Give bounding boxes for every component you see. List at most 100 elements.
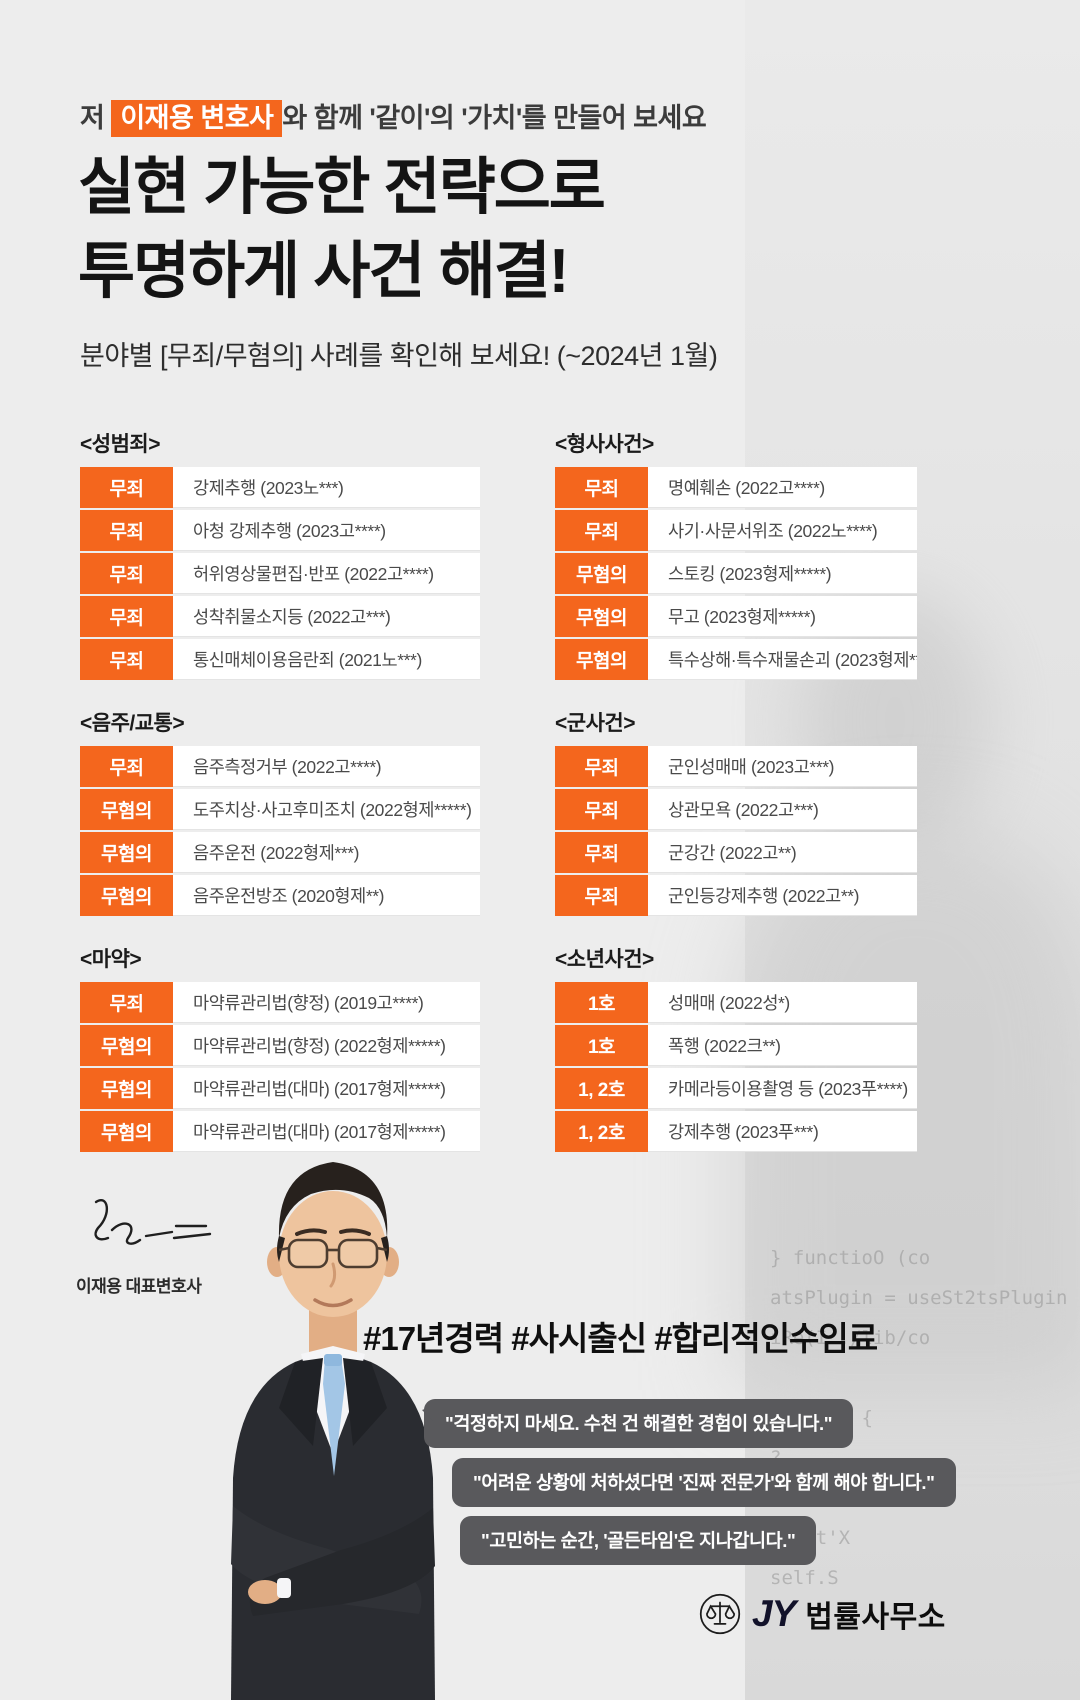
case-description: 무고 (2023형제*****): [648, 596, 917, 637]
tables-column-left: <성범죄> 무죄 강제추행 (2023노***) 무죄 아청 강제추행 (2023고**…: [80, 428, 480, 1179]
case-section: <성범죄> 무죄 강제추행 (2023노***) 무죄 아청 강제추행 (2023고**…: [80, 428, 480, 680]
case-description: 군강간 (2022고**): [648, 832, 917, 873]
case-row: 1호 성매매 (2022성*): [555, 982, 917, 1023]
verdict-badge: 무죄: [555, 746, 648, 787]
verdict-badge: 무죄: [555, 789, 648, 830]
background-silhouette-body: [730, 830, 1080, 1390]
case-row: 무혐의 스토킹 (2023형제*****): [555, 553, 917, 594]
verdict-badge: 무혐의: [80, 1111, 173, 1152]
case-description: 아청 강제추행 (2023고****): [173, 510, 480, 551]
section-title: <음주/교통>: [80, 712, 185, 735]
case-description: 특수상해·특수재물손괴 (2023형제*****): [648, 639, 917, 680]
lawyer-photo: [231, 1162, 435, 1700]
case-row: 무죄 강제추행 (2023노***): [80, 467, 480, 508]
case-section: <소년사건> 1호 성매매 (2022성*) 1호 폭행 (2022크**) 1, 2호 카…: [555, 943, 917, 1152]
case-section: <마약> 무죄 마약류관리법(향정) (2019고****) 무혐의 마약류관리법(향정…: [80, 943, 480, 1152]
verdict-badge: 무죄: [80, 982, 173, 1023]
case-description: 마약류관리법(대마) (2017형제*****): [173, 1111, 480, 1152]
page-title-line1: 실현 가능한 전략으로: [78, 153, 606, 222]
case-description: 강제추행 (2023노***): [173, 467, 480, 508]
case-row: 무죄 성착취물소지등 (2022고***): [80, 596, 480, 637]
verdict-badge: 1, 2호: [555, 1068, 648, 1109]
case-description: 카메라등이용촬영 등 (2023푸****): [648, 1068, 917, 1109]
case-row: 무혐의 음주운전 (2022형제***): [80, 832, 480, 873]
case-row: 무죄 상관모욕 (2022고***): [555, 789, 917, 830]
verdict-badge: 무죄: [555, 832, 648, 873]
verdict-badge: 1호: [555, 1025, 648, 1066]
verdict-badge: 무죄: [80, 467, 173, 508]
case-description: 강제추행 (2023푸***): [648, 1111, 917, 1152]
verdict-badge: 무혐의: [555, 553, 648, 594]
case-description: 폭행 (2022크**): [648, 1025, 917, 1066]
case-description: 음주운전 (2022형제***): [173, 832, 480, 873]
verdict-badge: 무죄: [555, 510, 648, 551]
verdict-badge: 무혐의: [80, 789, 173, 830]
lawyer-name-highlight: 이재용 변호사: [111, 100, 283, 137]
case-description: 명예훼손 (2022고****): [648, 467, 917, 508]
case-row: 무죄 마약류관리법(향정) (2019고****): [80, 982, 480, 1023]
verdict-badge: 무혐의: [555, 639, 648, 680]
signature-caption: 이재용 대표변호사: [76, 1277, 202, 1296]
case-row: 1호 폭행 (2022크**): [555, 1025, 917, 1066]
case-row: 무죄 아청 강제추행 (2023고****): [80, 510, 480, 551]
kicker-line: 저 이재용 변호사 와 함께 '같이'의 '가치'를 만들어 보세요: [80, 96, 707, 137]
case-row: 무혐의 마약류관리법(향정) (2022형제*****): [80, 1025, 480, 1066]
case-section: <음주/교통> 무죄 음주측정거부 (2022고****) 무혐의 도주치상·사고후미조…: [80, 707, 480, 916]
case-description: 사기·사문서위조 (2022노****): [648, 510, 917, 551]
case-description: 군인등강제추행 (2022고**): [648, 875, 917, 916]
case-section: <형사사건> 무죄 명예훼손 (2022고****) 무죄 사기·사문서위조 (2022…: [555, 428, 917, 680]
case-row: 무죄 명예훼손 (2022고****): [555, 467, 917, 508]
case-row: 무죄 군강간 (2022고**): [555, 832, 917, 873]
case-description: 허위영상물편집·반포 (2022고****): [173, 553, 480, 594]
case-description: 마약류관리법(향정) (2022형제*****): [173, 1025, 480, 1066]
firm-logo-name: 법률사무소: [805, 1601, 946, 1634]
quote-bubble-3: "고민하는 순간, '골든타임'은 지나갑니다.": [460, 1516, 817, 1565]
case-row: 무혐의 마약류관리법(대마) (2017형제*****): [80, 1068, 480, 1109]
hashtags: #17년경력 #사시출신 #합리적인수임료: [363, 1320, 878, 1357]
page-title: 실현 가능한 전략으로 투명하게 사건 해결!: [78, 146, 606, 314]
firm-logo: JY 법률사무소: [698, 1592, 946, 1636]
kicker-suffix: 와 함께 '같이'의 '가치'를 만들어 보세요: [282, 103, 707, 133]
case-row: 무죄 통신매체이용음란죄 (2021노***): [80, 639, 480, 680]
case-row: 무죄 허위영상물편집·반포 (2022고****): [80, 553, 480, 594]
case-row: 무혐의 무고 (2023형제*****): [555, 596, 917, 637]
verdict-badge: 1호: [555, 982, 648, 1023]
case-description: 통신매체이용음란죄 (2021노***): [173, 639, 480, 680]
case-description: 마약류관리법(대마) (2017형제*****): [173, 1068, 480, 1109]
quote-bubble-2: "어려운 상황에 처하셨다면 '진짜 전문가'와 함께 해야 합니다.": [452, 1458, 956, 1507]
section-title: <형사사건>: [555, 433, 654, 456]
scales-icon: [699, 1593, 741, 1635]
case-description: 음주운전방조 (2020형제**): [173, 875, 480, 916]
case-row: 무죄 사기·사문서위조 (2022노****): [555, 510, 917, 551]
verdict-badge: 무죄: [80, 596, 173, 637]
case-row: 무혐의 도주치상·사고후미조치 (2022형제*****): [80, 789, 480, 830]
verdict-badge: 무죄: [80, 639, 173, 680]
case-row: 1, 2호 카메라등이용촬영 등 (2023푸****): [555, 1068, 917, 1109]
verdict-badge: 무혐의: [80, 1025, 173, 1066]
section-title: <군사건>: [555, 712, 636, 735]
verdict-badge: 무혐의: [555, 596, 648, 637]
verdict-badge: 무혐의: [80, 832, 173, 873]
verdict-badge: 1, 2호: [555, 1111, 648, 1152]
verdict-badge: 무죄: [555, 467, 648, 508]
case-row: 무죄 음주측정거부 (2022고****): [80, 746, 480, 787]
case-description: 성매매 (2022성*): [648, 982, 917, 1023]
case-description: 음주측정거부 (2022고****): [173, 746, 480, 787]
case-row: 무죄 군인성매매 (2023고***): [555, 746, 917, 787]
section-title: <마약>: [80, 948, 142, 971]
case-row: 무혐의 음주운전방조 (2020형제**): [80, 875, 480, 916]
signature-graphic: [94, 1199, 212, 1245]
case-description: 도주치상·사고후미조치 (2022형제*****): [173, 789, 480, 830]
verdict-badge: 무혐의: [80, 1068, 173, 1109]
case-description: 마약류관리법(향정) (2019고****): [173, 982, 480, 1023]
firm-logo-initials: JY: [752, 1593, 796, 1634]
case-description: 상관모욕 (2022고***): [648, 789, 917, 830]
case-row: 무혐의 마약류관리법(대마) (2017형제*****): [80, 1111, 480, 1152]
page-subtitle: 분야별 [무죄/무혐의] 사례를 확인해 보세요! (~2024년 1월): [80, 341, 718, 371]
case-section: <군사건> 무죄 군인성매매 (2023고***) 무죄 상관모욕 (2022고***)…: [555, 707, 917, 916]
verdict-badge: 무혐의: [80, 875, 173, 916]
page-title-line2: 투명하게 사건 해결!: [78, 237, 569, 306]
case-row: 무죄 군인등강제추행 (2022고**): [555, 875, 917, 916]
case-description: 스토킹 (2023형제*****): [648, 553, 917, 594]
